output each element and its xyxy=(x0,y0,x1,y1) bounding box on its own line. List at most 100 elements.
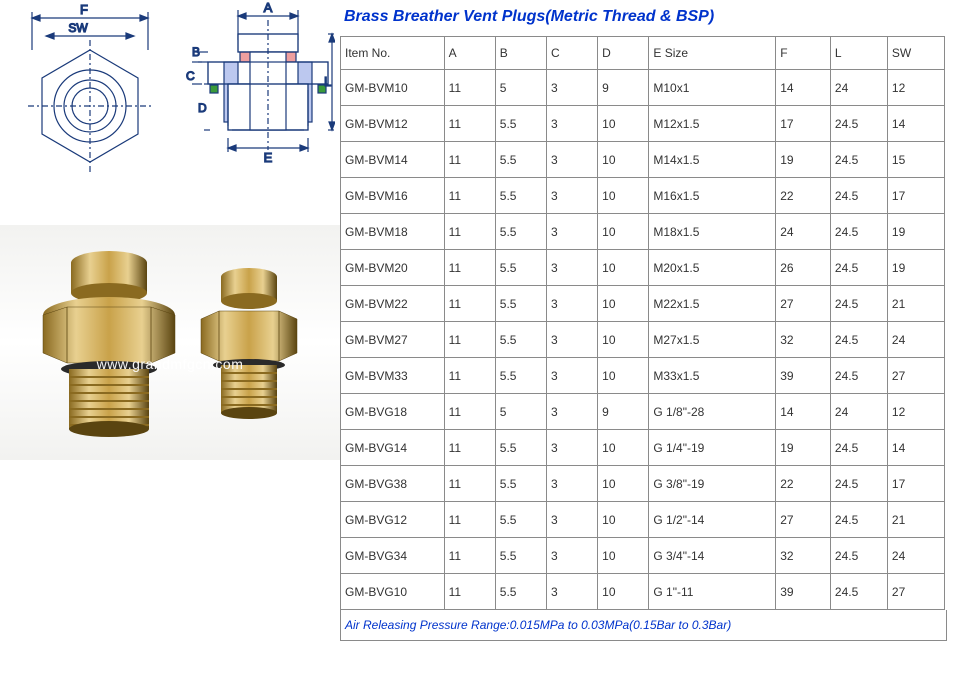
col-header-sw: SW xyxy=(887,37,944,70)
table-row: GM-BVG34115.5310G 3/4"-143224.524 xyxy=(341,538,945,574)
table-cell: 11 xyxy=(444,430,495,466)
table-cell: 21 xyxy=(887,286,944,322)
table-cell: 5.5 xyxy=(495,286,546,322)
table-cell: 5 xyxy=(495,394,546,430)
table-cell: 10 xyxy=(598,286,649,322)
table-cell: 5.5 xyxy=(495,358,546,394)
table-cell: 9 xyxy=(598,70,649,106)
right-column: Brass Breather Vent Plugs(Metric Thread … xyxy=(340,2,949,641)
table-cell: 11 xyxy=(444,106,495,142)
table-cell: G 1/4"-19 xyxy=(649,430,776,466)
dim-label-f: F xyxy=(80,2,88,17)
table-cell: 5.5 xyxy=(495,538,546,574)
table-cell: 11 xyxy=(444,214,495,250)
table-cell: 12 xyxy=(887,70,944,106)
brass-plug-large xyxy=(39,245,179,440)
table-cell: 11 xyxy=(444,286,495,322)
dim-label-a: A xyxy=(264,0,273,15)
table-cell: 5.5 xyxy=(495,250,546,286)
table-cell: M14x1.5 xyxy=(649,142,776,178)
left-column: F SW xyxy=(0,0,335,210)
table-body: GM-BVM1011539M10x1142412GM-BVM12115.5310… xyxy=(341,70,945,610)
table-cell: 10 xyxy=(598,142,649,178)
table-cell: 24.5 xyxy=(830,106,887,142)
table-cell: 11 xyxy=(444,538,495,574)
table-cell: 10 xyxy=(598,178,649,214)
table-cell: M18x1.5 xyxy=(649,214,776,250)
table-cell: 3 xyxy=(546,430,597,466)
table-cell: 5.5 xyxy=(495,502,546,538)
table-cell: 19 xyxy=(776,142,831,178)
table-cell: 10 xyxy=(598,574,649,610)
table-cell: 5.5 xyxy=(495,214,546,250)
table-cell: 11 xyxy=(444,178,495,214)
table-cell: 3 xyxy=(546,322,597,358)
table-cell: 3 xyxy=(546,394,597,430)
table-cell: 5.5 xyxy=(495,106,546,142)
table-cell: 3 xyxy=(546,178,597,214)
table-cell: 10 xyxy=(598,466,649,502)
table-cell: GM-BVG38 xyxy=(341,466,445,502)
table-cell: GM-BVM16 xyxy=(341,178,445,214)
table-row: GM-BVM22115.5310M22x1.52724.521 xyxy=(341,286,945,322)
diagram-svg: F SW xyxy=(0,0,335,210)
table-cell: 39 xyxy=(776,358,831,394)
table-cell: 5 xyxy=(495,70,546,106)
table-cell: 10 xyxy=(598,430,649,466)
table-row: GM-BVG1811539G 1/8"-28142412 xyxy=(341,394,945,430)
table-cell: 14 xyxy=(776,70,831,106)
table-cell: 19 xyxy=(887,250,944,286)
table-cell: GM-BVM20 xyxy=(341,250,445,286)
dim-label-e: E xyxy=(264,150,273,165)
dim-label-d: D xyxy=(198,101,207,115)
table-cell: 11 xyxy=(444,70,495,106)
table-cell: G 1/2"-14 xyxy=(649,502,776,538)
table-cell: 27 xyxy=(887,574,944,610)
table-cell: 11 xyxy=(444,466,495,502)
table-cell: 24 xyxy=(887,538,944,574)
table-cell: 5.5 xyxy=(495,466,546,502)
table-cell: 27 xyxy=(776,502,831,538)
table-cell: 5.5 xyxy=(495,142,546,178)
table-cell: 10 xyxy=(598,322,649,358)
table-cell: 11 xyxy=(444,250,495,286)
table-row: GM-BVG10115.5310G 1"-113924.527 xyxy=(341,574,945,610)
table-cell: 24.5 xyxy=(830,250,887,286)
col-header-item: Item No. xyxy=(341,37,445,70)
table-cell: 15 xyxy=(887,142,944,178)
table-cell: GM-BVM12 xyxy=(341,106,445,142)
table-cell: 10 xyxy=(598,502,649,538)
col-header-f: F xyxy=(776,37,831,70)
table-cell: 3 xyxy=(546,286,597,322)
table-cell: GM-BVM14 xyxy=(341,142,445,178)
table-cell: GM-BVM10 xyxy=(341,70,445,106)
table-row: GM-BVM18115.5310M18x1.52424.519 xyxy=(341,214,945,250)
table-cell: 17 xyxy=(887,466,944,502)
table-cell: 14 xyxy=(776,394,831,430)
table-cell: 17 xyxy=(776,106,831,142)
table-row: GM-BVG14115.5310G 1/4"-191924.514 xyxy=(341,430,945,466)
table-cell: 24.5 xyxy=(830,286,887,322)
table-cell: 9 xyxy=(598,394,649,430)
table-cell: 11 xyxy=(444,322,495,358)
dim-label-c: C xyxy=(186,69,195,83)
table-cell: 14 xyxy=(887,430,944,466)
table-cell: 22 xyxy=(776,466,831,502)
table-cell: 3 xyxy=(546,538,597,574)
table-cell: 24.5 xyxy=(830,574,887,610)
spec-table: Item No. A B C D E Size F L SW GM-BVM101… xyxy=(340,36,945,610)
table-row: GM-BVM1011539M10x1142412 xyxy=(341,70,945,106)
table-cell: 3 xyxy=(546,214,597,250)
table-cell: GM-BVM22 xyxy=(341,286,445,322)
table-cell: 17 xyxy=(887,178,944,214)
table-cell: 5.5 xyxy=(495,574,546,610)
table-title: Brass Breather Vent Plugs(Metric Thread … xyxy=(340,2,949,36)
table-cell: 24.5 xyxy=(830,214,887,250)
table-cell: 24.5 xyxy=(830,358,887,394)
table-cell: G 1"-11 xyxy=(649,574,776,610)
table-cell: 24.5 xyxy=(830,178,887,214)
table-cell: 32 xyxy=(776,322,831,358)
table-cell: GM-BVG14 xyxy=(341,430,445,466)
table-cell: 3 xyxy=(546,574,597,610)
table-cell: GM-BVG34 xyxy=(341,538,445,574)
